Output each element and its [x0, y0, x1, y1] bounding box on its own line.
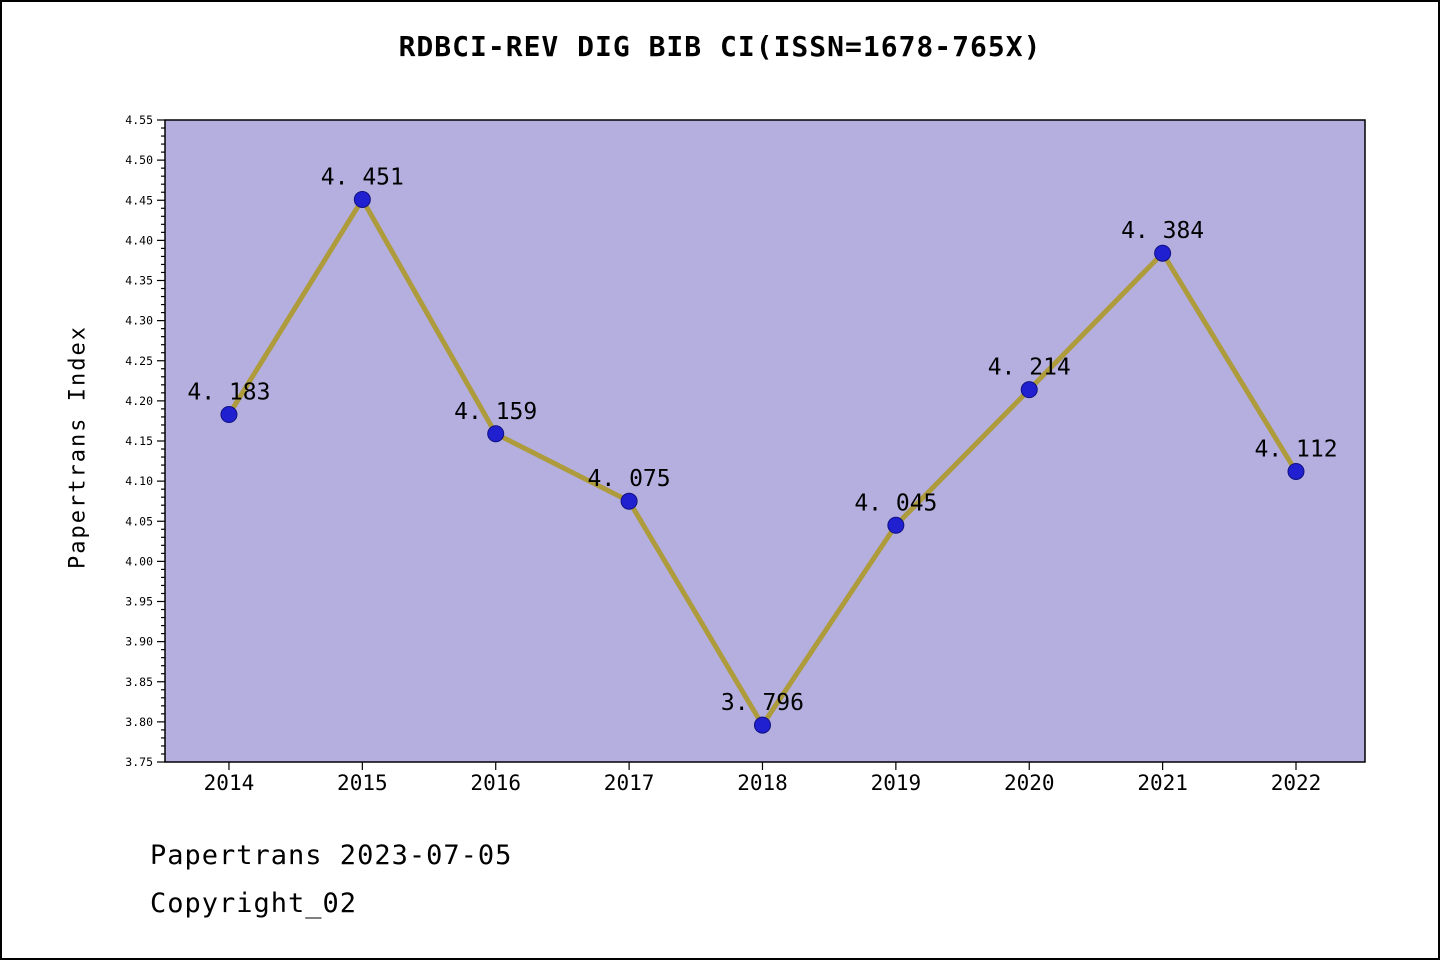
y-tick-label: 4.15	[125, 434, 153, 448]
y-tick-label: 4.45	[125, 193, 153, 207]
y-tick-label: 3.95	[125, 595, 153, 609]
data-point	[1287, 462, 1305, 480]
footer-copyright-text: Copyright_02	[150, 888, 358, 919]
point-label: 4. 112	[1254, 436, 1337, 462]
y-tick-label: 4.50	[125, 153, 153, 167]
y-tick-label: 4.00	[125, 554, 153, 568]
y-tick-label: 3.90	[125, 635, 153, 649]
x-tick-label: 2015	[337, 771, 388, 795]
y-tick-label: 4.10	[125, 474, 153, 488]
point-label: 3. 796	[721, 690, 804, 716]
y-tick-label: 4.20	[125, 394, 153, 408]
x-tick-label: 2014	[204, 771, 255, 795]
y-tick-label: 4.25	[125, 354, 153, 368]
y-tick-label: 3.85	[125, 675, 153, 689]
data-point	[753, 716, 771, 734]
point-label: 4. 451	[321, 164, 404, 190]
data-point	[353, 190, 371, 208]
footer-date-text: Papertrans 2023-07-05	[150, 840, 513, 871]
data-point	[620, 492, 638, 510]
x-tick-label: 2019	[871, 771, 922, 795]
y-tick-label: 4.05	[125, 514, 153, 528]
data-point	[1154, 244, 1172, 262]
x-tick-label: 2017	[604, 771, 655, 795]
y-tick-label: 4.40	[125, 233, 153, 247]
chart-title: RDBCI-REV DIG BIB CI(ISSN=1678-765X)	[398, 30, 1042, 63]
point-label: 4. 183	[187, 380, 270, 406]
data-point	[887, 516, 905, 534]
y-tick-label: 4.55	[125, 113, 153, 127]
point-label: 4. 159	[454, 399, 537, 425]
point-label: 4. 075	[588, 466, 671, 492]
y-tick-label: 4.35	[125, 274, 153, 288]
y-tick-label: 4.30	[125, 314, 153, 328]
x-tick-label: 2021	[1137, 771, 1188, 795]
point-label: 4. 045	[854, 490, 937, 516]
y-tick-label: 3.80	[125, 715, 153, 729]
point-label: 4. 384	[1121, 218, 1204, 244]
x-tick-label: 2018	[737, 771, 788, 795]
point-label: 4. 214	[988, 355, 1071, 381]
data-point	[1020, 381, 1038, 399]
data-point	[487, 425, 505, 443]
x-tick-label: 2016	[470, 771, 521, 795]
y-tick-label: 3.75	[125, 755, 153, 769]
x-tick-label: 2020	[1004, 771, 1055, 795]
x-tick-label: 2022	[1271, 771, 1322, 795]
plot-area	[164, 119, 1366, 763]
data-point	[220, 406, 238, 424]
